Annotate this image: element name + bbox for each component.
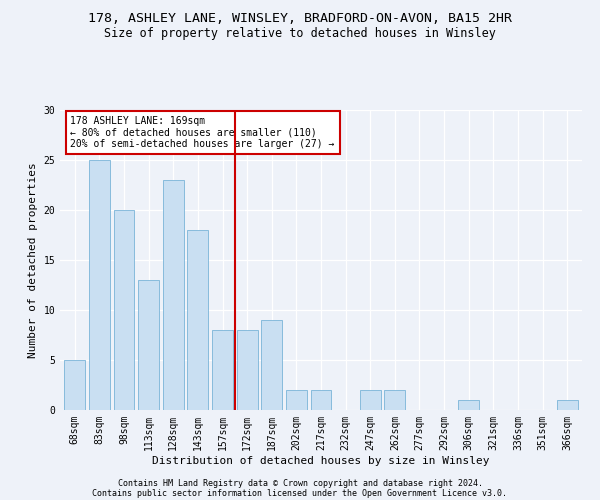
Bar xyxy=(311,390,331,410)
Bar xyxy=(113,210,134,410)
Text: Contains HM Land Registry data © Crown copyright and database right 2024.: Contains HM Land Registry data © Crown c… xyxy=(118,478,482,488)
Y-axis label: Number of detached properties: Number of detached properties xyxy=(28,162,38,358)
Bar xyxy=(261,320,282,410)
Bar xyxy=(360,390,381,410)
Bar xyxy=(89,160,110,410)
Bar xyxy=(557,400,578,410)
Bar xyxy=(286,390,307,410)
Text: Contains public sector information licensed under the Open Government Licence v3: Contains public sector information licen… xyxy=(92,488,508,498)
Bar xyxy=(212,330,233,410)
Bar xyxy=(163,180,184,410)
Text: 178 ASHLEY LANE: 169sqm
← 80% of detached houses are smaller (110)
20% of semi-d: 178 ASHLEY LANE: 169sqm ← 80% of detache… xyxy=(70,116,335,149)
Bar xyxy=(385,390,406,410)
Bar xyxy=(458,400,479,410)
Text: Size of property relative to detached houses in Winsley: Size of property relative to detached ho… xyxy=(104,28,496,40)
Bar xyxy=(138,280,159,410)
Bar xyxy=(64,360,85,410)
Bar xyxy=(236,330,257,410)
X-axis label: Distribution of detached houses by size in Winsley: Distribution of detached houses by size … xyxy=(152,456,490,466)
Text: 178, ASHLEY LANE, WINSLEY, BRADFORD-ON-AVON, BA15 2HR: 178, ASHLEY LANE, WINSLEY, BRADFORD-ON-A… xyxy=(88,12,512,26)
Bar xyxy=(187,230,208,410)
